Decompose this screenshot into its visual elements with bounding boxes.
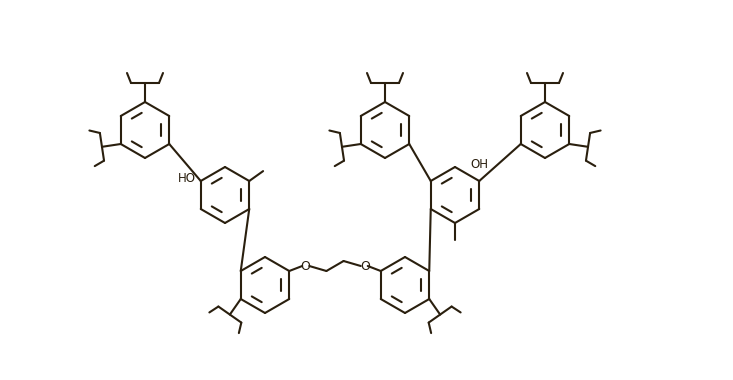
Text: HO: HO <box>177 171 196 185</box>
Text: O: O <box>361 260 370 272</box>
Text: OH: OH <box>471 158 488 171</box>
Text: O: O <box>300 260 309 272</box>
